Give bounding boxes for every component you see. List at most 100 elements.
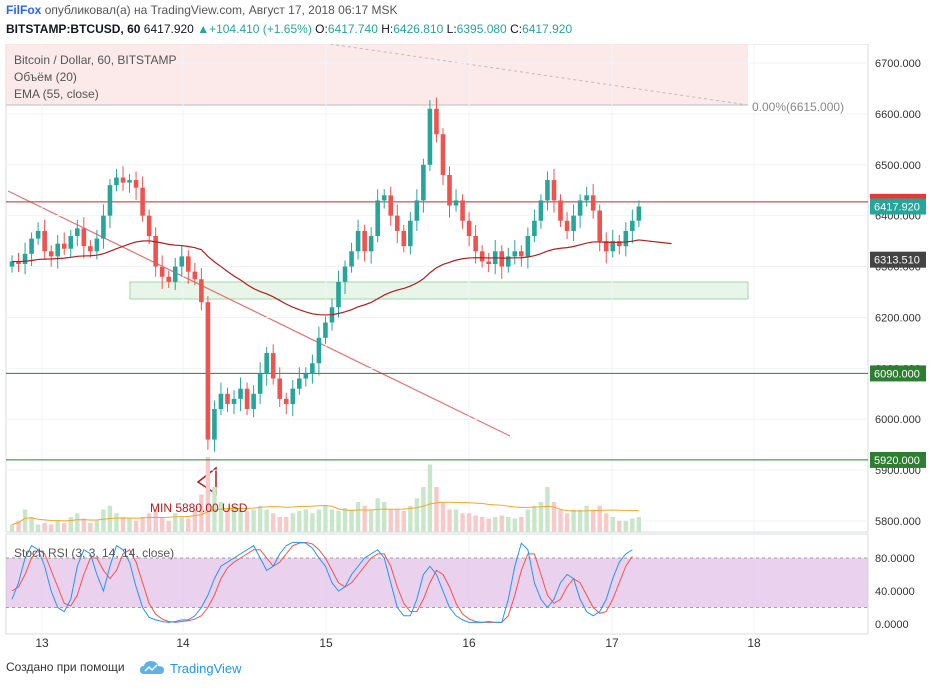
candle-body [55, 243, 61, 257]
volume-bar [453, 509, 459, 532]
stoch-rsi-tick-label: 0.0000 [875, 619, 909, 631]
volume-bar [114, 513, 119, 532]
volume-bar [630, 518, 635, 532]
volume-bar [466, 513, 472, 532]
publish-line: FilFox опубликовал(а) на TradingView.com… [6, 3, 398, 17]
candle-body [401, 230, 407, 247]
down-trendline[interactable] [7, 190, 511, 437]
volume-bar [271, 513, 276, 532]
volume-bar [35, 524, 41, 532]
volume-bar [120, 517, 126, 532]
volume-bar [166, 520, 171, 532]
candle-body [577, 200, 583, 216]
candle-body [218, 393, 224, 410]
volume-bar [68, 517, 73, 532]
price-change: ▲+104.410 (+1.65%) [197, 22, 312, 36]
fib-label: 0.00%(6615.000) [752, 100, 844, 114]
candle-body [460, 200, 465, 221]
volume-bar [205, 457, 211, 532]
volume-bar [127, 518, 132, 532]
candle-body [205, 302, 211, 440]
candle-body [270, 353, 276, 379]
candle-body [623, 230, 629, 247]
horizontal-levels [6, 201, 868, 461]
candle-body [88, 246, 93, 252]
candle-body [453, 200, 459, 206]
volume-bar [473, 515, 478, 532]
price-tick-label: 5900.000 [875, 465, 921, 477]
high-value: 6426.810 [393, 22, 444, 36]
volume-bar [238, 509, 243, 532]
volume-bar [251, 509, 256, 532]
chart-header: FilFox опубликовал(а) на TradingView.com… [0, 0, 939, 44]
candle-body [355, 230, 361, 252]
candle-body [545, 180, 550, 201]
candle-body [140, 187, 145, 216]
candle-body [75, 228, 80, 237]
price-tick-label: 6500.000 [875, 160, 921, 172]
volume-bar [401, 511, 406, 532]
volume-bar [597, 505, 602, 532]
candle-body [466, 220, 472, 237]
candle-body [538, 200, 544, 221]
volume-bar [532, 505, 537, 532]
volume-bar [558, 509, 563, 532]
volume-bar [323, 505, 328, 532]
min-label: MIN 5880.00 USD [150, 501, 248, 515]
ohlc-line: BITSTAMP:BTCUSD, 60 6417.920 ▲+104.410 (… [6, 22, 572, 36]
stoch-rsi-tick-label: 80.0000 [875, 553, 915, 565]
volume-bar [447, 509, 452, 532]
time-tick-label: 15 [319, 636, 333, 650]
ema-path [11, 239, 672, 316]
volume-bar [349, 509, 354, 532]
candle-body [388, 195, 394, 216]
volume-bar [525, 509, 531, 532]
tradingview-logo[interactable]: TradingView [140, 658, 242, 678]
price-label-text: 6417.920 [874, 202, 920, 214]
candle-body [9, 261, 15, 267]
candles [9, 97, 642, 452]
volume-bar [636, 517, 642, 532]
candle-body [48, 251, 54, 257]
volume-bar [48, 524, 54, 532]
candle-body [427, 108, 433, 165]
candle-body [368, 236, 374, 252]
price-label-text: 5920.000 [874, 455, 920, 467]
close-label: C: [510, 22, 523, 36]
volume-bar [434, 487, 439, 532]
volume-bar [192, 509, 198, 532]
candle-body [381, 195, 387, 201]
volume-bar [329, 509, 335, 532]
time-tick-label: 16 [462, 636, 476, 650]
volume-bar [493, 517, 498, 532]
volume-bar [545, 487, 550, 532]
volume-bar [140, 517, 145, 532]
candle-body [316, 337, 322, 364]
candle-body [238, 388, 243, 399]
volume-bar [538, 502, 544, 532]
volume-bar [506, 517, 511, 532]
volume-bar [342, 508, 348, 532]
price-chart[interactable]: 5800.0005900.0006000.0006100.0006200.000… [0, 44, 939, 654]
candle-body [310, 363, 315, 374]
volume-bar [303, 509, 309, 532]
candle-body [159, 266, 165, 277]
author-name[interactable]: FilFox [6, 3, 42, 17]
made-with-label: Создано при помощи [6, 660, 125, 674]
volume-bar [231, 505, 237, 532]
candle-body [375, 200, 380, 237]
candle-body [133, 180, 139, 188]
candle-body [297, 378, 302, 389]
fib-zone [6, 44, 748, 105]
volume-bar [62, 523, 67, 532]
open-value: 6417.740 [327, 22, 378, 36]
candle-body [101, 215, 106, 239]
price-label-badge [870, 451, 926, 468]
candle-body [251, 393, 256, 410]
candle-body [42, 230, 47, 252]
candle-body [61, 243, 67, 249]
candle-body [571, 215, 576, 231]
volume-bars [9, 457, 642, 532]
candle-body [22, 253, 28, 265]
legend-ema: EMA (55, close) [14, 87, 99, 101]
